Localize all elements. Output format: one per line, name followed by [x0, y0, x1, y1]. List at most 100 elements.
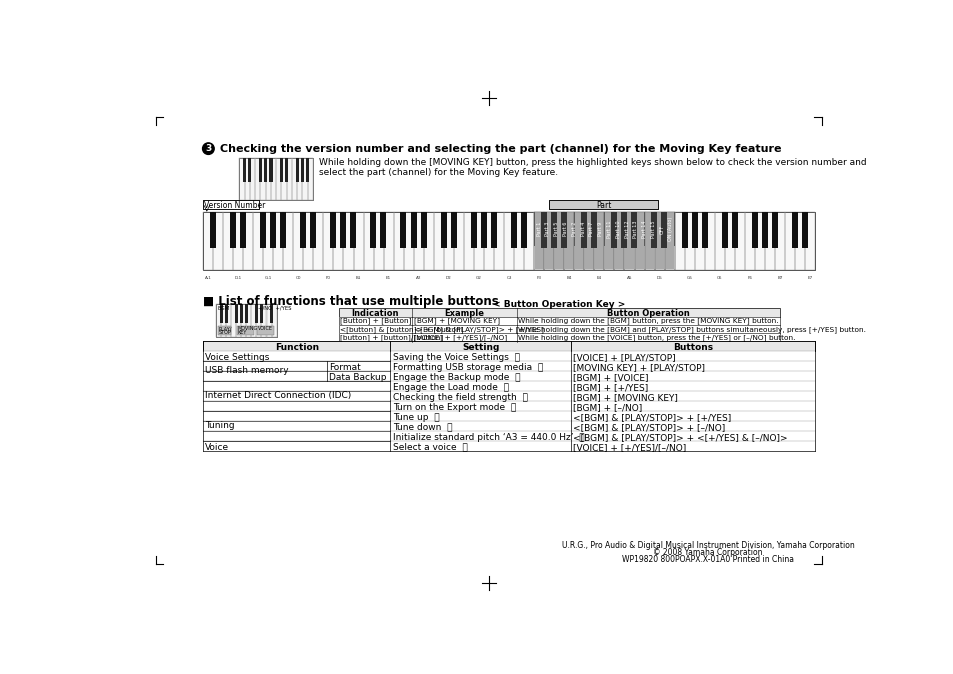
Bar: [804, 212, 815, 270]
Bar: [231, 304, 236, 337]
Bar: [604, 212, 614, 269]
Bar: [771, 212, 777, 247]
Bar: [265, 158, 271, 200]
Bar: [280, 212, 286, 247]
Text: F0: F0: [326, 276, 331, 280]
Bar: [651, 212, 657, 247]
Text: Button Operation: Button Operation: [606, 309, 689, 318]
Bar: [624, 212, 634, 270]
Text: A-1: A-1: [204, 276, 212, 280]
Bar: [549, 200, 658, 210]
Bar: [203, 401, 815, 411]
Bar: [434, 212, 443, 270]
Bar: [216, 304, 276, 337]
Bar: [591, 212, 597, 247]
Bar: [520, 212, 526, 247]
Bar: [731, 212, 737, 247]
Bar: [293, 212, 303, 270]
Bar: [264, 158, 267, 183]
Text: MOVING: MOVING: [237, 326, 258, 332]
Bar: [443, 212, 454, 270]
Text: E4: E4: [597, 276, 601, 280]
Bar: [714, 212, 724, 270]
Bar: [761, 212, 767, 247]
Bar: [664, 212, 674, 270]
Bar: [551, 212, 557, 247]
Text: Part 12: Part 12: [624, 220, 629, 238]
Bar: [230, 212, 235, 247]
Text: Function: Function: [274, 342, 318, 352]
Bar: [239, 158, 244, 200]
Bar: [297, 158, 302, 200]
Bar: [241, 304, 246, 337]
Bar: [574, 212, 583, 269]
Bar: [216, 304, 276, 337]
Bar: [751, 212, 757, 247]
Text: USB flash memory: USB flash memory: [205, 366, 289, 375]
Bar: [276, 158, 281, 200]
Text: U.R.G., Pro Audio & Digital Musical Instrument Division, Yamaha Corporation: U.R.G., Pro Audio & Digital Musical Inst…: [561, 541, 854, 551]
Text: Setting: Setting: [461, 342, 499, 352]
Text: F3: F3: [537, 276, 541, 280]
Bar: [374, 212, 383, 270]
Text: [BGM] + [–/NO]: [BGM] + [–/NO]: [573, 403, 642, 412]
Bar: [620, 212, 627, 247]
Text: WP19820 800POAPX.X-01A0 Printed in China: WP19820 800POAPX.X-01A0 Printed in China: [621, 555, 794, 564]
Bar: [549, 200, 658, 210]
Bar: [700, 212, 707, 247]
Bar: [724, 212, 734, 270]
Bar: [313, 212, 323, 270]
Bar: [245, 304, 248, 324]
Bar: [440, 212, 446, 247]
Bar: [259, 212, 266, 247]
Bar: [655, 212, 663, 269]
Bar: [523, 212, 534, 270]
Text: While holding down the [BGM] and [PLAY/STOP] buttons simultaneously, press [+/YE: While holding down the [BGM] and [PLAY/S…: [517, 326, 865, 333]
Bar: [614, 212, 624, 270]
Bar: [338, 308, 780, 317]
Text: G-1: G-1: [264, 276, 272, 280]
Text: [VOICE] + [PLAY/STOP]: [VOICE] + [PLAY/STOP]: [573, 353, 676, 362]
Text: E1: E1: [386, 276, 391, 280]
Bar: [269, 158, 273, 183]
Bar: [734, 212, 744, 270]
Bar: [354, 212, 363, 270]
Text: Part 4: Part 4: [580, 222, 585, 237]
Bar: [611, 212, 617, 247]
Bar: [394, 212, 403, 270]
Text: Part 2: Part 2: [571, 222, 577, 237]
Bar: [660, 212, 667, 247]
Circle shape: [202, 143, 214, 154]
Bar: [323, 212, 334, 270]
Bar: [574, 212, 584, 270]
Bar: [266, 304, 272, 337]
Text: Part 14: Part 14: [641, 220, 646, 238]
Bar: [764, 212, 774, 270]
Bar: [257, 326, 274, 335]
Text: While holding down the [BGM] button, press the [MOVING KEY] button.: While holding down the [BGM] button, pre…: [517, 317, 779, 324]
Text: Voice Settings: Voice Settings: [205, 353, 270, 362]
Bar: [664, 212, 674, 270]
Text: [BGM] + [MOVING KEY]: [BGM] + [MOVING KEY]: [414, 317, 499, 324]
Text: B7: B7: [777, 276, 782, 280]
Bar: [330, 212, 335, 247]
Text: Internet Direct Connection (IDC): Internet Direct Connection (IDC): [205, 391, 351, 400]
Text: <[BGM] & [PLAY/STOP]> + [+/YES]: <[BGM] & [PLAY/STOP]> + [+/YES]: [414, 326, 543, 333]
Text: Part 6: Part 6: [562, 222, 567, 237]
Bar: [219, 304, 222, 324]
Bar: [203, 200, 258, 210]
Bar: [620, 212, 627, 247]
Bar: [551, 212, 557, 247]
Bar: [217, 326, 231, 335]
Bar: [221, 304, 226, 337]
Bar: [543, 212, 554, 270]
Bar: [534, 212, 674, 247]
Bar: [801, 212, 807, 247]
Bar: [363, 212, 374, 270]
Bar: [210, 212, 215, 247]
Bar: [684, 212, 694, 270]
Bar: [287, 158, 292, 200]
Text: Data Backup: Data Backup: [329, 373, 386, 381]
Bar: [234, 304, 237, 324]
Bar: [203, 341, 815, 351]
